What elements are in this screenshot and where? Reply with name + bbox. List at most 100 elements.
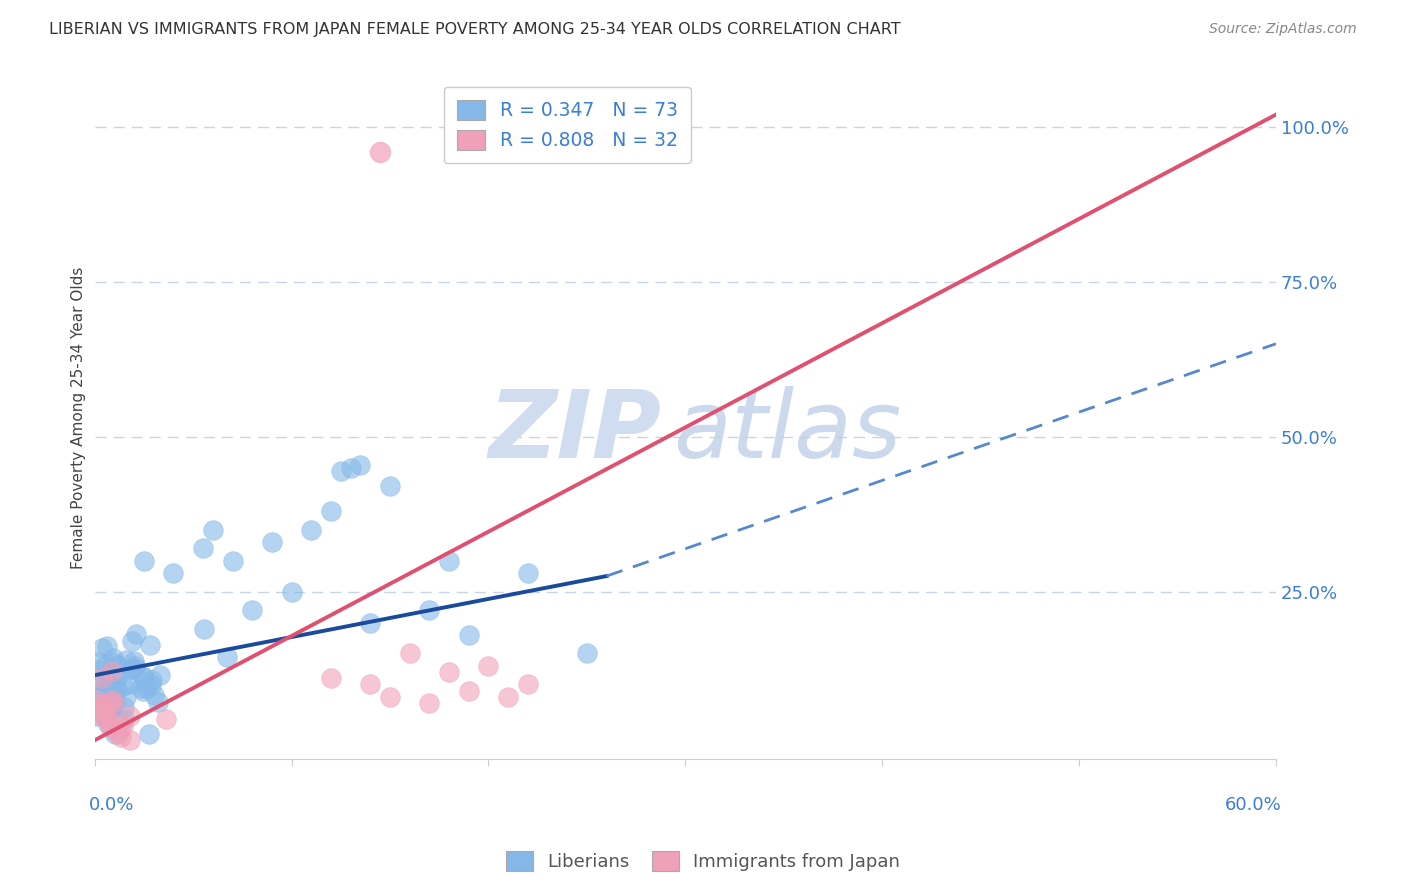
- Text: 60.0%: 60.0%: [1225, 797, 1282, 814]
- Point: [516, 566, 538, 580]
- Point: [418, 603, 440, 617]
- Point: [138, 727, 160, 741]
- Point: [139, 638, 162, 652]
- Point: [349, 458, 371, 472]
- Point: [329, 464, 352, 478]
- Point: [100, 719, 122, 733]
- Point: [124, 663, 146, 677]
- Legend: R = 0.347   N = 73, R = 0.808   N = 32: R = 0.347 N = 73, R = 0.808 N = 32: [443, 87, 690, 163]
- Point: [149, 668, 172, 682]
- Point: [457, 683, 479, 698]
- Point: [114, 690, 136, 704]
- Point: [86, 690, 108, 705]
- Point: [221, 553, 243, 567]
- Point: [104, 673, 127, 687]
- Point: [477, 658, 499, 673]
- Point: [100, 721, 122, 735]
- Legend: Liberians, Immigrants from Japan: Liberians, Immigrants from Japan: [499, 844, 907, 879]
- Point: [86, 662, 108, 676]
- Point: [94, 701, 117, 715]
- Point: [97, 717, 120, 731]
- Point: [98, 696, 121, 710]
- Point: [139, 678, 162, 692]
- Point: [100, 664, 122, 678]
- Point: [118, 709, 141, 723]
- Text: 0.0%: 0.0%: [89, 797, 134, 814]
- Point: [457, 628, 479, 642]
- Point: [100, 698, 122, 713]
- Point: [217, 649, 239, 664]
- Point: [398, 647, 420, 661]
- Point: [418, 696, 440, 710]
- Point: [378, 479, 401, 493]
- Point: [437, 665, 460, 679]
- Point: [114, 653, 136, 667]
- Point: [368, 145, 391, 159]
- Point: [103, 696, 125, 710]
- Point: [105, 671, 128, 685]
- Point: [319, 671, 342, 685]
- Point: [575, 647, 598, 661]
- Point: [496, 690, 519, 704]
- Point: [118, 733, 141, 747]
- Point: [136, 681, 159, 695]
- Point: [437, 553, 460, 567]
- Point: [110, 731, 132, 745]
- Point: [93, 706, 115, 721]
- Point: [103, 656, 125, 670]
- Point: [103, 684, 125, 698]
- Point: [86, 704, 108, 718]
- Text: Source: ZipAtlas.com: Source: ZipAtlas.com: [1209, 22, 1357, 37]
- Point: [121, 662, 143, 676]
- Text: atlas: atlas: [673, 386, 901, 477]
- Point: [104, 696, 127, 710]
- Point: [90, 699, 112, 714]
- Point: [101, 650, 124, 665]
- Point: [359, 615, 381, 630]
- Point: [101, 690, 124, 704]
- Point: [112, 700, 135, 714]
- Point: [118, 677, 141, 691]
- Point: [124, 627, 146, 641]
- Point: [104, 727, 127, 741]
- Point: [96, 639, 118, 653]
- Point: [299, 523, 322, 537]
- Point: [111, 719, 134, 733]
- Point: [98, 675, 121, 690]
- Point: [86, 693, 108, 707]
- Point: [155, 712, 177, 726]
- Point: [86, 709, 108, 723]
- Point: [111, 679, 134, 693]
- Point: [132, 553, 155, 567]
- Point: [96, 710, 118, 724]
- Point: [101, 693, 124, 707]
- Point: [121, 634, 143, 648]
- Point: [191, 541, 214, 556]
- Point: [107, 727, 129, 741]
- Point: [516, 677, 538, 691]
- Point: [132, 684, 155, 698]
- Point: [107, 657, 129, 672]
- Point: [91, 641, 114, 656]
- Point: [86, 676, 108, 690]
- Point: [87, 708, 110, 723]
- Point: [124, 654, 146, 668]
- Point: [378, 690, 401, 704]
- Point: [319, 504, 342, 518]
- Point: [105, 682, 128, 697]
- Point: [134, 670, 156, 684]
- Point: [146, 694, 169, 708]
- Point: [280, 584, 302, 599]
- Point: [260, 535, 283, 549]
- Point: [93, 699, 115, 714]
- Point: [240, 603, 263, 617]
- Point: [141, 673, 163, 687]
- Point: [87, 686, 110, 700]
- Text: ZIP: ZIP: [489, 385, 662, 478]
- Point: [121, 661, 143, 675]
- Point: [96, 673, 118, 688]
- Point: [110, 719, 132, 733]
- Text: LIBERIAN VS IMMIGRANTS FROM JAPAN FEMALE POVERTY AMONG 25-34 YEAR OLDS CORRELATI: LIBERIAN VS IMMIGRANTS FROM JAPAN FEMALE…: [49, 22, 901, 37]
- Point: [91, 671, 114, 685]
- Point: [193, 622, 215, 636]
